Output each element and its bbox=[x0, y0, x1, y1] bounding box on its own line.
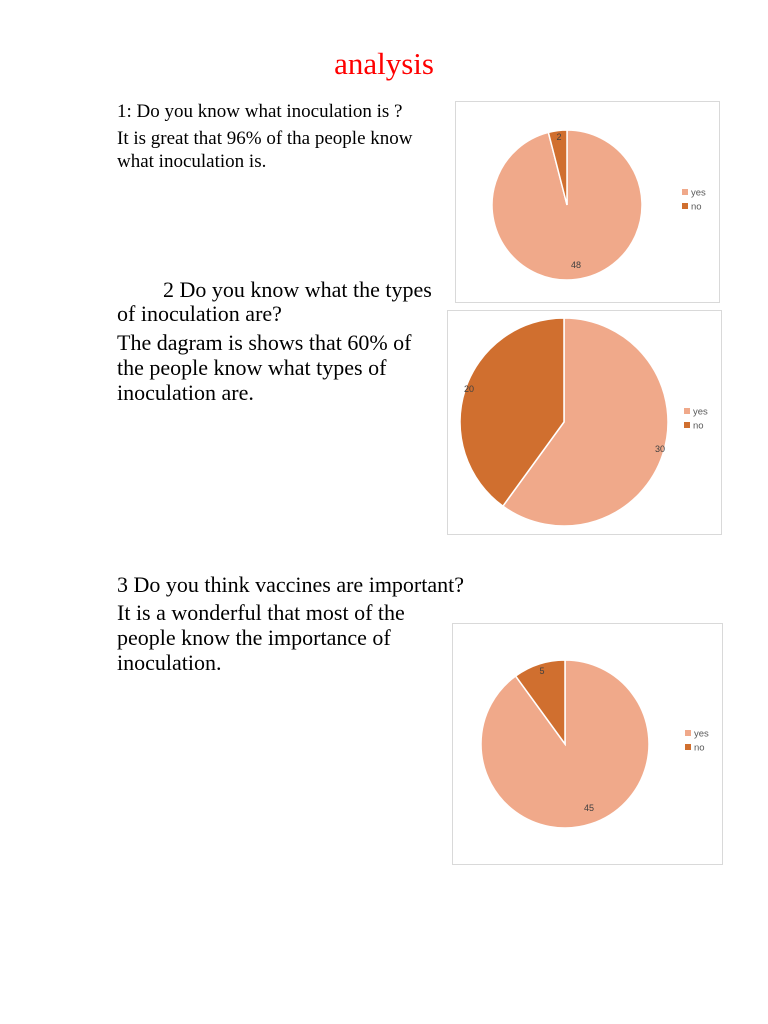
pie-2-data-label-no: 20 bbox=[464, 384, 474, 394]
pie-chart-3-svg: 45 5 yes no bbox=[480, 659, 709, 829]
pie-3-data-label-no: 5 bbox=[539, 666, 544, 676]
pie-3-legend-swatch-yes bbox=[685, 730, 691, 736]
pie-chart-2: 30 20 yes no bbox=[447, 310, 722, 535]
question-2-heading: 2 Do you know what the types of inoculat… bbox=[117, 277, 432, 326]
pie-1-slice-no bbox=[547, 129, 568, 206]
pie-1-legend-swatch-no bbox=[682, 203, 688, 209]
question-3-heading: 3 Do you think vaccines are important? bbox=[117, 572, 465, 597]
question-2-answer: The dagram is shows that 60% of the peop… bbox=[117, 330, 412, 405]
pie-2-legend-label-yes: yes bbox=[693, 407, 708, 418]
pie-chart-2-svg: 30 20 yes no bbox=[459, 317, 708, 527]
pie-2-slice-no bbox=[459, 317, 565, 508]
pie-2-legend-label-no: no bbox=[693, 421, 704, 432]
pie-3-legend-swatch-no bbox=[685, 744, 691, 750]
pie-3-legend-label-no: no bbox=[694, 743, 705, 754]
question-3-answer: It is a wonderful that most of the peopl… bbox=[117, 600, 405, 675]
question-1-answer: It is great that 96% of tha people know … bbox=[117, 128, 413, 172]
pie-2-legend-swatch-no bbox=[684, 422, 690, 428]
pie-chart-3: 45 5 yes no bbox=[452, 623, 723, 865]
pie-3-slice-no bbox=[514, 659, 566, 747]
pie-2-slice-yes bbox=[501, 317, 669, 527]
pie-3-legend-label-yes: yes bbox=[694, 729, 709, 740]
pie-2-legend-swatch-yes bbox=[684, 408, 690, 414]
pie-3-data-label-yes: 45 bbox=[584, 803, 594, 813]
question-1-heading: 1: Do you know what inoculation is ? bbox=[117, 101, 403, 122]
pie-1-legend-swatch-yes bbox=[682, 189, 688, 195]
pie-1-data-label-yes: 48 bbox=[571, 260, 581, 270]
page-title: analysis bbox=[334, 46, 434, 81]
pie-chart-1-svg: 48 2 yes no bbox=[491, 129, 706, 281]
pie-1-legend-label-no: no bbox=[691, 202, 702, 213]
pie-2-data-label-yes: 30 bbox=[655, 444, 665, 454]
pie-1-legend-label-yes: yes bbox=[691, 188, 706, 199]
pie-1-data-label-no: 2 bbox=[556, 132, 561, 142]
pie-chart-1: 48 2 yes no bbox=[455, 101, 720, 303]
